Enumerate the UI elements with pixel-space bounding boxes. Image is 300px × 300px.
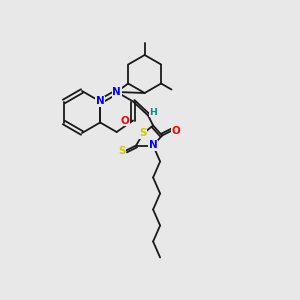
Text: H: H — [149, 108, 157, 117]
Text: N: N — [112, 87, 121, 97]
Text: N: N — [96, 97, 105, 106]
Text: S: S — [118, 146, 126, 155]
Text: N: N — [149, 140, 158, 151]
Text: S: S — [139, 128, 147, 139]
Text: O: O — [172, 125, 181, 136]
Text: O: O — [121, 116, 130, 125]
